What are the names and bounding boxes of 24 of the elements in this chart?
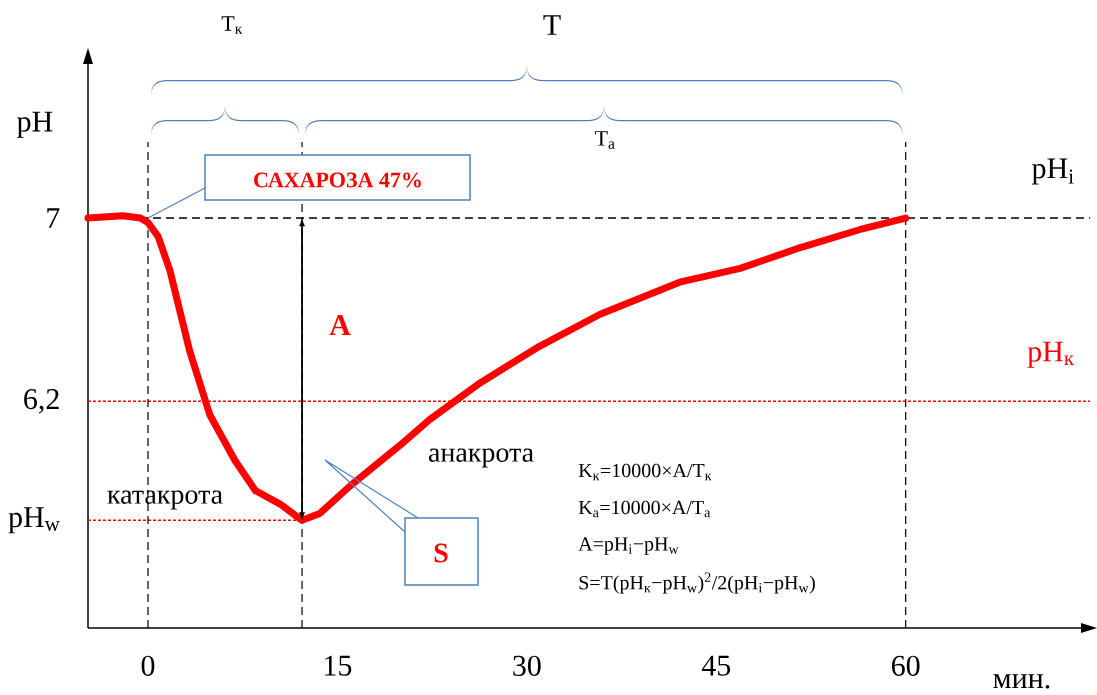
annotation: катакрота [107,490,223,510]
y-tick-label: 7 [47,208,60,228]
annotation: K$_{а}$=10000×A/T$_{а}$ [578,500,711,518]
text: T$_{к}$ [221,16,243,34]
x-tick-label: 45 [701,655,731,676]
annotation: K$_{к}$=10000×A/T$_{к}$ [578,463,712,481]
annotation: T$_{а}$ [595,131,615,149]
x-tick-label: 15 [325,655,352,676]
x-tick-label: 30 [513,655,541,676]
annotation: анакрота [428,448,534,468]
y-axis-title: pH [17,111,53,138]
x-tick-label: 0 [141,655,155,676]
annotation: A=pH$_{i}$−pH$_{w}$ [578,537,679,555]
x-axis-title: мин. [993,674,1050,689]
x-tick-label: 60 [891,655,920,676]
ref-line-label: pH$_{i}$ [1032,158,1074,185]
text: S=T(pH$_{к}$−pH$_{w}$)$^{2}$/2(pH$_{i}$−pH$_{w}$) [579,572,815,594]
ref-line-label: pH$_{к}$ [1027,341,1075,368]
y-tick-label: 6,2 [24,389,59,414]
annotation: САХАРОЗА 47% [254,172,421,188]
y-tick-label: pH$_{w}$ [8,507,60,534]
annotation: A [329,315,351,335]
annotation: S [434,543,448,563]
text: T [543,15,561,35]
